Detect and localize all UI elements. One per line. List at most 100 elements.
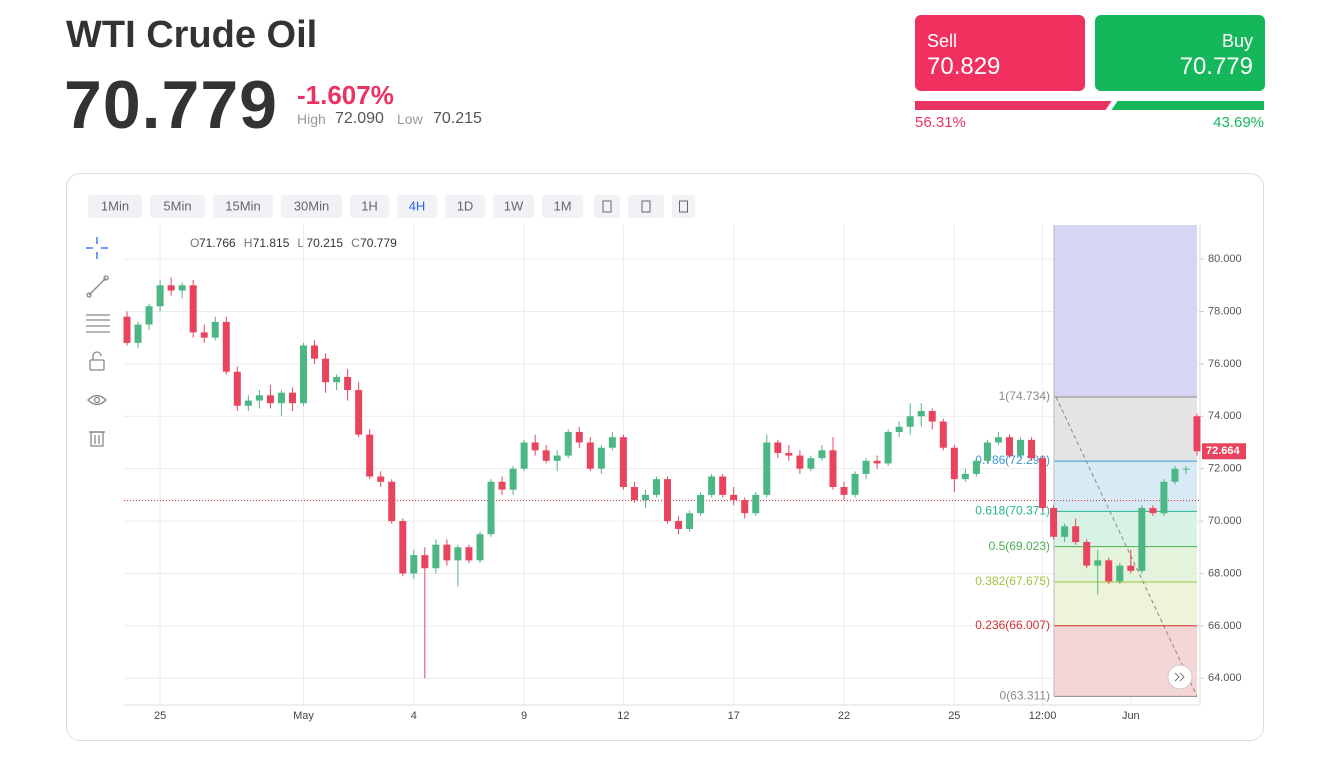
candle-body xyxy=(156,285,164,307)
candle-body xyxy=(553,455,561,461)
interval-button[interactable]: 30Min xyxy=(281,195,342,218)
x-tick-label: 17 xyxy=(728,710,740,722)
candle-body xyxy=(741,500,749,514)
interval-button-bg xyxy=(445,195,485,218)
interval-label: 30Min xyxy=(294,198,329,213)
fib-zone xyxy=(1054,461,1197,512)
candle-body xyxy=(145,306,153,325)
candle-body xyxy=(134,324,142,343)
candle-body xyxy=(575,431,583,443)
fib-zone xyxy=(1054,397,1197,462)
candle-body xyxy=(928,411,936,422)
fib-zone xyxy=(1054,546,1197,582)
interval-label: 4H xyxy=(409,198,426,213)
x-tick-label: 12 xyxy=(617,710,629,722)
candle-body xyxy=(355,390,363,435)
chart-option-button[interactable] xyxy=(672,195,695,218)
candle-body xyxy=(498,481,506,490)
candle-body xyxy=(476,534,484,561)
candle-body xyxy=(1116,565,1124,582)
sell-button[interactable]: Sell 70.829 xyxy=(915,15,1085,91)
ohlc-value: 70.215 xyxy=(306,236,343,250)
low-label: Low xyxy=(397,111,423,127)
y-tick-label: 78.000 xyxy=(1208,305,1242,317)
lock-tool[interactable] xyxy=(89,351,105,371)
candle-body xyxy=(708,476,716,495)
candle-body xyxy=(1105,560,1113,582)
chart-option-bg xyxy=(628,195,664,218)
interval-button-bg xyxy=(281,195,342,218)
chart-option-icon xyxy=(602,200,612,213)
x-tick-label: Jun xyxy=(1122,710,1140,722)
buy-button[interactable]: Buy 70.779 xyxy=(1095,15,1265,91)
candle-body xyxy=(895,426,903,432)
interval-button[interactable]: 15Min xyxy=(213,195,273,218)
x-tick-label: 9 xyxy=(521,710,527,722)
candle-body xyxy=(884,431,892,464)
interval-label: 1M xyxy=(553,198,571,213)
interval-label: 15Min xyxy=(225,198,260,213)
x-tick-label: 4 xyxy=(411,710,417,722)
candle-body xyxy=(244,400,252,406)
candle-body xyxy=(454,547,462,561)
delete-tool[interactable] xyxy=(89,431,105,447)
interval-button[interactable]: 1H xyxy=(350,195,389,218)
interval-button[interactable]: 5Min xyxy=(150,195,205,218)
x-tick-label: 12:00 xyxy=(1029,710,1057,722)
candle-body xyxy=(774,442,782,453)
chart-option-button[interactable] xyxy=(594,195,620,218)
candle-body xyxy=(1182,468,1190,470)
fib-level-label: 0.5(69.023) xyxy=(989,539,1050,553)
candle-body xyxy=(167,285,175,291)
candle-body xyxy=(333,376,341,383)
chart-option-button[interactable] xyxy=(628,195,664,218)
sell-sentiment-bar xyxy=(915,101,1112,110)
fib-zone xyxy=(1054,225,1197,398)
interval-button-bg xyxy=(88,195,142,218)
candle-body xyxy=(266,395,274,404)
x-tick-label: 25 xyxy=(154,710,166,722)
candle-body xyxy=(763,442,771,495)
y-tick-label: 68.000 xyxy=(1208,567,1242,579)
interval-button[interactable]: 1D xyxy=(445,195,485,218)
y-tick-label: 80.000 xyxy=(1208,253,1242,265)
high-label: High xyxy=(297,111,326,127)
low-value: 70.215 xyxy=(433,110,482,127)
interval-button[interactable]: 1M xyxy=(542,195,583,218)
candle-body xyxy=(1083,542,1091,566)
fib-tool[interactable] xyxy=(86,314,110,333)
line-tool[interactable] xyxy=(86,275,109,298)
x-tick-label: 22 xyxy=(838,710,850,722)
ohlc-value: 70.779 xyxy=(360,236,397,250)
interval-button-bg xyxy=(542,195,583,218)
candle-body xyxy=(399,521,407,574)
sell-percent: 56.31% xyxy=(915,114,966,131)
candle-body xyxy=(917,411,925,417)
interval-label: 1Min xyxy=(101,198,129,213)
interval-button-bg xyxy=(397,195,437,218)
candle-body xyxy=(851,473,859,495)
scroll-latest-button[interactable] xyxy=(1167,664,1193,690)
y-tick-label: 72.000 xyxy=(1208,463,1242,475)
visibility-tool[interactable] xyxy=(87,394,107,406)
y-tick-label: 70.000 xyxy=(1208,515,1242,527)
y-tick-label: 74.000 xyxy=(1208,410,1242,422)
candle-body xyxy=(531,442,539,451)
candle-body xyxy=(840,487,848,495)
interval-button[interactable]: 1Min xyxy=(88,195,142,218)
candle-body xyxy=(465,547,473,561)
change: -1.607% xyxy=(297,80,394,110)
y-tick-label: 64.000 xyxy=(1208,672,1242,684)
candle-body xyxy=(299,345,307,404)
fib-zone xyxy=(1054,581,1197,626)
candle-body xyxy=(906,416,914,427)
interval-button[interactable]: 1W xyxy=(493,195,534,218)
crosshair-tool[interactable] xyxy=(86,237,108,259)
candle-body xyxy=(288,392,296,404)
candle-body xyxy=(1061,526,1069,537)
interval-button[interactable]: 4H xyxy=(397,195,437,218)
x-tick-label: 25 xyxy=(948,710,960,722)
candle-body xyxy=(255,395,263,401)
candle-body xyxy=(564,431,572,456)
